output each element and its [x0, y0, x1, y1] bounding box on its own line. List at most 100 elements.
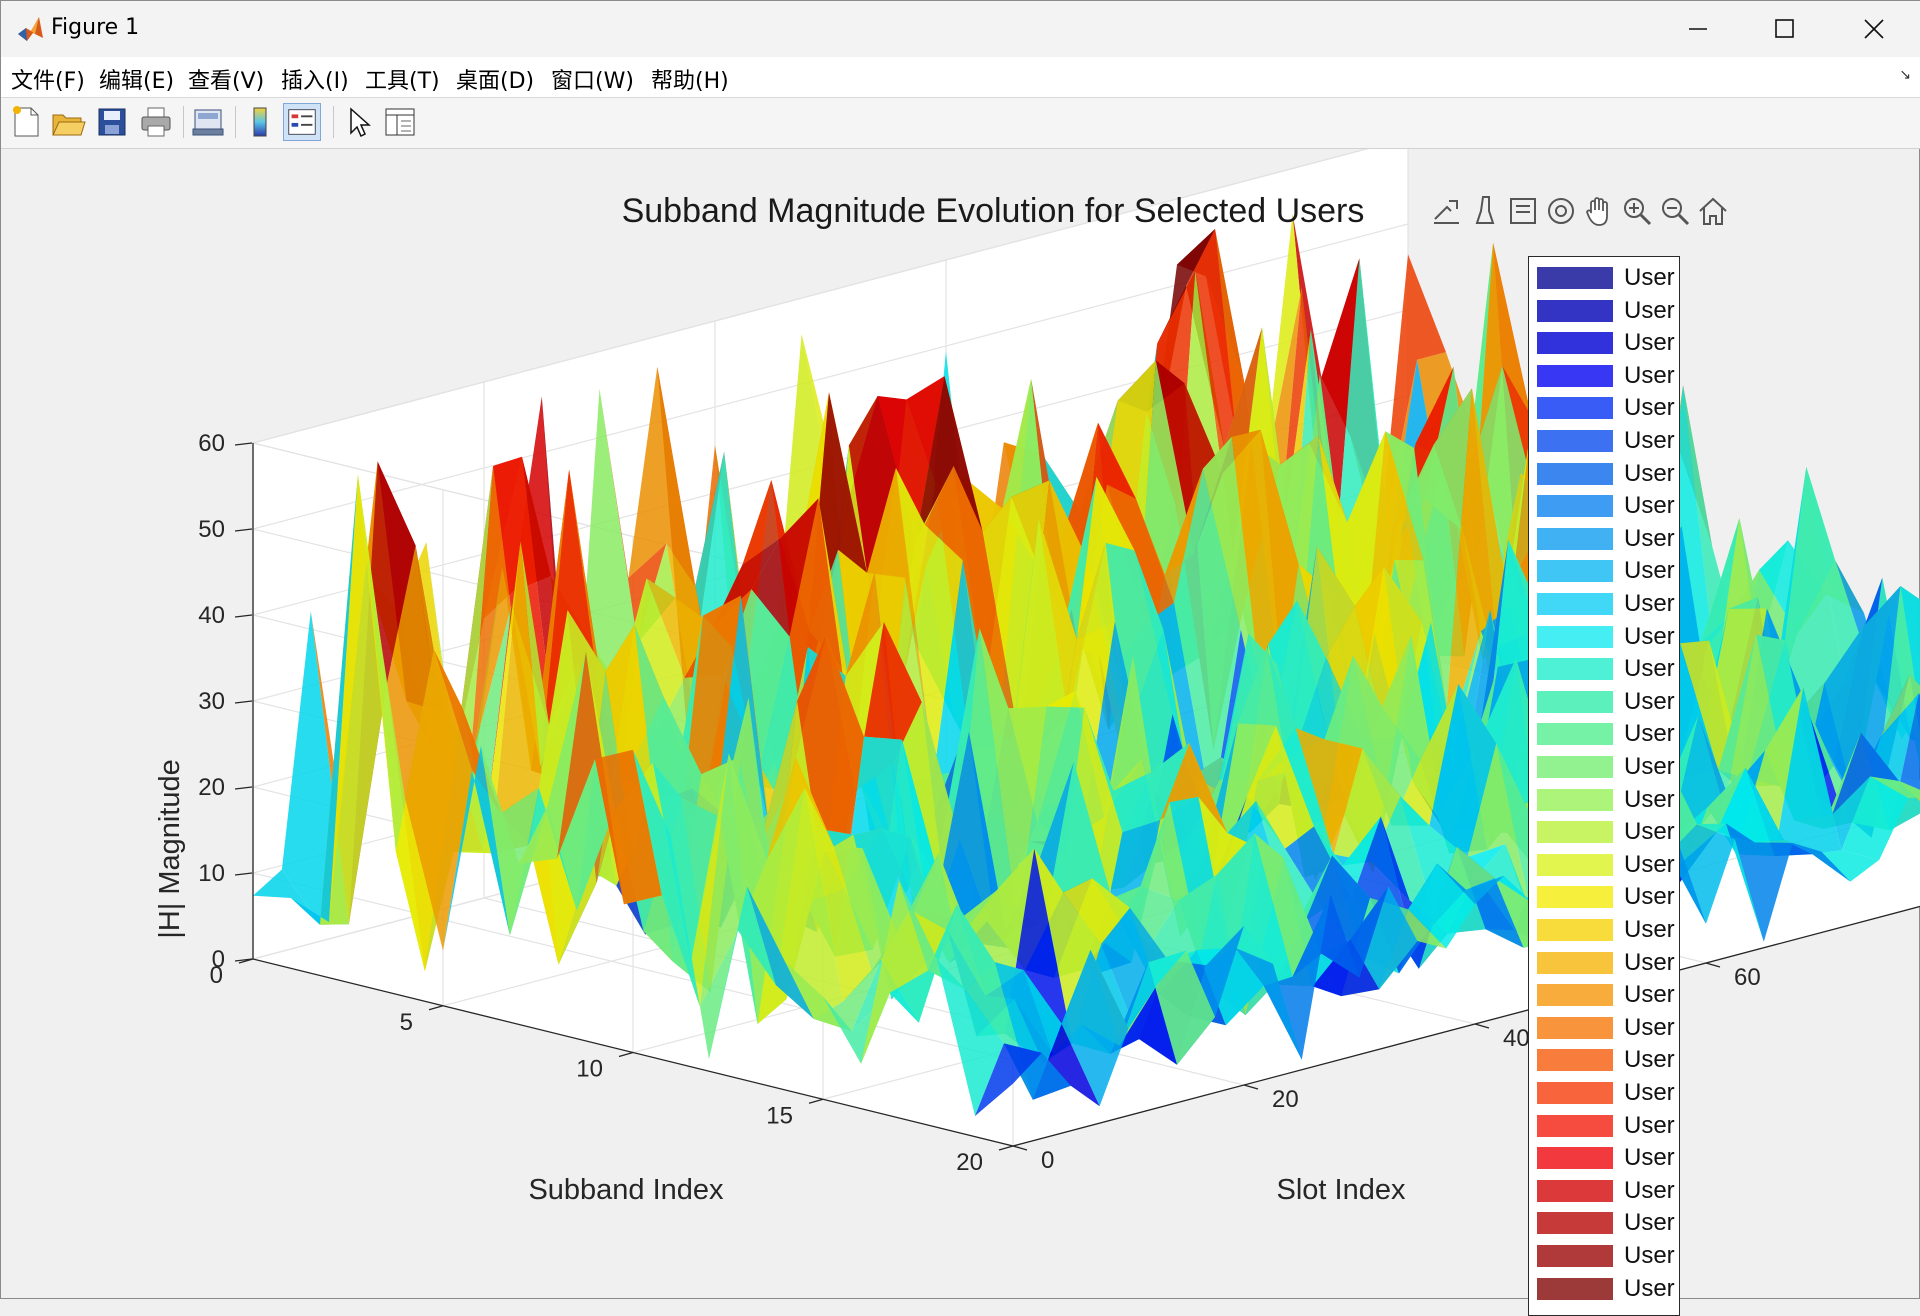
legend[interactable]: User 1 User 2 User 3 User 4 User 5 User 6 User… — [1528, 256, 1680, 1316]
legend-label: User 27 — [1624, 1112, 1680, 1140]
legend-item[interactable]: User 25 — [1537, 1045, 1677, 1073]
legend-item[interactable]: User 12 — [1537, 622, 1677, 650]
legend-swatch — [1537, 658, 1613, 680]
rotate-3d-icon[interactable] — [1543, 193, 1579, 229]
legend-item[interactable]: User 10 — [1537, 556, 1677, 584]
close-button[interactable] — [1831, 1, 1917, 57]
menu-insert[interactable]: 插入(I) — [281, 63, 349, 95]
legend-swatch — [1537, 626, 1613, 648]
legend-swatch — [1537, 854, 1613, 876]
data-tips-icon[interactable] — [1505, 193, 1541, 229]
z-tick-label: 20 — [198, 774, 225, 801]
figure-canvas: 0102030405060051015200204060100 Subband … — [1, 149, 1920, 1300]
legend-item[interactable]: User 17 — [1537, 785, 1677, 813]
legend-item[interactable]: User 7 — [1537, 459, 1677, 487]
legend-item[interactable]: User 1 — [1537, 263, 1677, 291]
x-tick — [1475, 1024, 1489, 1028]
home-icon[interactable] — [1695, 193, 1731, 229]
legend-label: User 17 — [1624, 786, 1680, 814]
insert-colorbar-button[interactable] — [241, 103, 279, 141]
insert-legend-button[interactable] — [283, 103, 321, 141]
legend-item[interactable]: User 28 — [1537, 1143, 1677, 1171]
property-inspector-icon — [381, 103, 419, 141]
legend-item[interactable]: User 11 — [1537, 589, 1677, 617]
legend-swatch — [1537, 528, 1613, 550]
legend-item[interactable]: User 13 — [1537, 654, 1677, 682]
legend-label: User 10 — [1624, 557, 1680, 585]
legend-swatch — [1537, 1017, 1613, 1039]
legend-item[interactable]: User 9 — [1537, 524, 1677, 552]
x-tick-label: 60 — [1734, 964, 1761, 991]
legend-item[interactable]: User 20 — [1537, 882, 1677, 910]
legend-item[interactable]: User 3 — [1537, 328, 1677, 356]
edit-plot-button[interactable] — [339, 103, 377, 141]
pan-icon[interactable] — [1581, 193, 1617, 229]
legend-item[interactable]: User 27 — [1537, 1111, 1677, 1139]
legend-label: User 6 — [1624, 427, 1680, 455]
y-tick — [999, 1146, 1013, 1150]
window-title: Figure 1 — [51, 15, 139, 40]
legend-item[interactable]: User 19 — [1537, 850, 1677, 878]
legend-swatch — [1537, 332, 1613, 354]
legend-item[interactable]: User 4 — [1537, 361, 1677, 389]
colorbar-icon — [241, 103, 279, 141]
legend-swatch — [1537, 593, 1613, 615]
legend-swatch — [1537, 463, 1613, 485]
dock-arrow-icon[interactable]: ↘ — [1899, 67, 1911, 83]
legend-item[interactable]: User 5 — [1537, 393, 1677, 421]
property-inspector-button[interactable] — [381, 103, 419, 141]
legend-item[interactable]: User 14 — [1537, 687, 1677, 715]
figure-toolbar — [1, 98, 1920, 149]
open-file-button[interactable] — [49, 103, 87, 141]
brush-icon[interactable] — [1467, 193, 1503, 229]
menu-view[interactable]: 查看(V) — [188, 63, 264, 95]
chart-title: Subband Magnitude Evolution for Selected… — [622, 192, 1365, 230]
menu-file[interactable]: 文件(F) — [11, 63, 85, 95]
menu-window[interactable]: 窗口(W) — [551, 63, 634, 95]
legend-item[interactable]: User 31 — [1537, 1241, 1677, 1269]
legend-item[interactable]: User 8 — [1537, 491, 1677, 519]
legend-item[interactable]: User 15 — [1537, 719, 1677, 747]
link-plot-button[interactable] — [189, 103, 227, 141]
legend-item[interactable]: User 26 — [1537, 1078, 1677, 1106]
y-tick-label: 10 — [576, 1056, 603, 1083]
legend-swatch — [1537, 1180, 1613, 1202]
zoom-out-icon[interactable] — [1657, 193, 1693, 229]
legend-swatch — [1537, 919, 1613, 941]
legend-label: User 21 — [1624, 916, 1680, 944]
print-button[interactable] — [137, 103, 175, 141]
legend-swatch — [1537, 723, 1613, 745]
save-button[interactable] — [93, 103, 131, 141]
export-icon[interactable] — [1429, 193, 1465, 229]
y-tick-label: 15 — [766, 1102, 793, 1129]
legend-item[interactable]: User 18 — [1537, 817, 1677, 845]
legend-label: User 22 — [1624, 949, 1680, 977]
legend-item[interactable]: User 23 — [1537, 980, 1677, 1008]
z-tick-label: 60 — [198, 430, 225, 457]
legend-item[interactable]: User 30 — [1537, 1208, 1677, 1236]
menu-help[interactable]: 帮助(H) — [651, 63, 729, 95]
legend-item[interactable]: User 32 — [1537, 1274, 1677, 1302]
new-figure-button[interactable] — [7, 103, 45, 141]
legend-label: User 18 — [1624, 818, 1680, 846]
zoom-in-icon[interactable] — [1619, 193, 1655, 229]
menu-tools[interactable]: 工具(T) — [365, 63, 440, 95]
legend-item[interactable]: User 24 — [1537, 1013, 1677, 1041]
menu-desktop[interactable]: 桌面(D) — [456, 63, 534, 95]
legend-item[interactable]: User 16 — [1537, 752, 1677, 780]
z-tick-label: 10 — [198, 860, 225, 887]
x-tick — [1706, 963, 1720, 967]
legend-swatch — [1537, 952, 1613, 974]
menu-edit[interactable]: 编辑(E) — [99, 63, 174, 95]
legend-item[interactable]: User 29 — [1537, 1176, 1677, 1204]
legend-label: User 13 — [1624, 655, 1680, 683]
legend-item[interactable]: User 6 — [1537, 426, 1677, 454]
minimize-button[interactable] — [1655, 1, 1741, 57]
legend-item[interactable]: User 21 — [1537, 915, 1677, 943]
maximize-button[interactable] — [1741, 1, 1827, 57]
legend-label: User 15 — [1624, 720, 1680, 748]
legend-item[interactable]: User 2 — [1537, 296, 1677, 324]
x-tick — [1013, 1146, 1027, 1150]
legend-label: User 1 — [1624, 264, 1680, 292]
legend-item[interactable]: User 22 — [1537, 948, 1677, 976]
